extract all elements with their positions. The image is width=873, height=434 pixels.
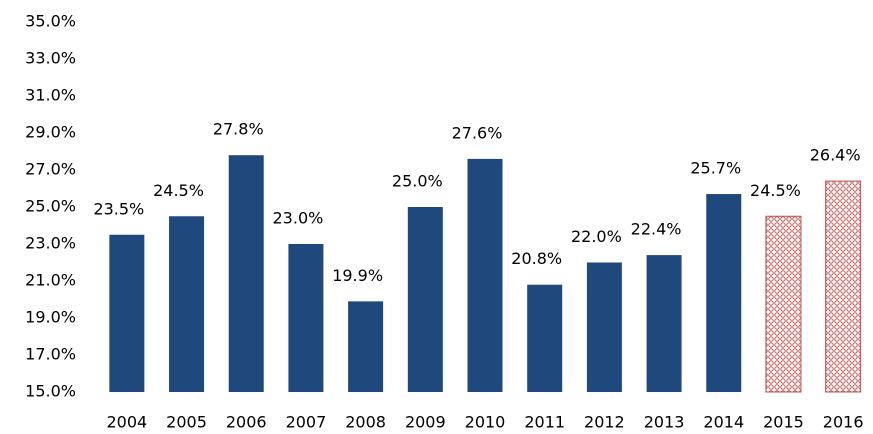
x-tick-label: 2008 <box>345 413 386 432</box>
y-tick-label: 33.0% <box>25 49 76 68</box>
value-label: 20.8% <box>511 249 562 268</box>
x-tick-label: 2010 <box>465 413 506 432</box>
value-label: 24.5% <box>153 181 204 200</box>
x-tick-label: 2013 <box>644 413 685 432</box>
value-label: 25.7% <box>690 159 741 178</box>
x-tick-label: 2004 <box>106 413 147 432</box>
bar <box>348 301 384 392</box>
x-tick-label: 2009 <box>405 413 446 432</box>
x-tick-label: 2014 <box>703 413 744 432</box>
y-tick-label: 17.0% <box>25 345 76 364</box>
y-tick-label: 35.0% <box>25 12 76 31</box>
y-tick-label: 23.0% <box>25 234 76 253</box>
y-tick-label: 21.0% <box>25 271 76 290</box>
x-tick-label: 2012 <box>584 413 625 432</box>
bar <box>467 158 503 392</box>
y-tick-label: 29.0% <box>25 123 76 142</box>
y-tick-label: 15.0% <box>25 382 76 401</box>
value-label: 26.4% <box>810 146 861 165</box>
y-tick-label: 25.0% <box>25 197 76 216</box>
x-tick-label: 2005 <box>166 413 207 432</box>
value-label: 22.0% <box>571 227 622 246</box>
bar <box>288 244 324 392</box>
x-tick-label: 2011 <box>524 413 565 432</box>
bar <box>825 180 862 393</box>
y-tick-label: 19.0% <box>25 308 76 327</box>
bar <box>646 255 682 392</box>
bar <box>109 234 145 392</box>
value-label: 27.8% <box>213 120 264 139</box>
x-tick-label: 2016 <box>823 413 864 432</box>
value-label: 19.9% <box>332 266 383 285</box>
bar <box>706 194 742 392</box>
x-tick-label: 2006 <box>226 413 267 432</box>
x-tick-label: 2007 <box>286 413 327 432</box>
value-label: 24.5% <box>750 181 801 200</box>
value-label: 22.4% <box>631 220 682 239</box>
y-tick-label: 27.0% <box>25 160 76 179</box>
y-tick-label: 31.0% <box>25 86 76 105</box>
bar <box>765 215 802 393</box>
bar <box>228 155 264 392</box>
x-tick-label: 2015 <box>763 413 804 432</box>
value-label: 27.6% <box>452 123 503 142</box>
value-label: 23.0% <box>273 209 324 228</box>
bar <box>527 284 563 392</box>
bar <box>586 262 622 392</box>
value-label: 25.0% <box>392 172 443 191</box>
value-label: 23.5% <box>93 199 144 218</box>
bar <box>169 216 205 392</box>
bar <box>407 207 443 392</box>
